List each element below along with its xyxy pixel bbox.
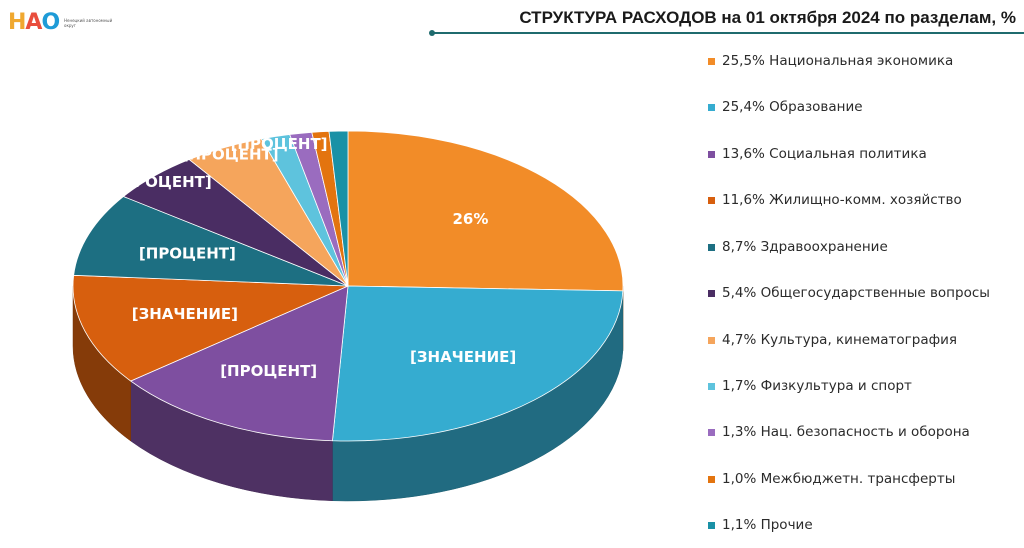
title-underline [432,32,1024,34]
data-label-5: [ПРОЦЕНТ] [139,245,236,263]
pie-chart: 26% [ЗНАЧЕНИЕ] [ПРОЦЕНТ] [ЗНАЧЕНИЕ] [ПРОЦЕНТ… [72,130,624,502]
pie-slice-3 [129,285,349,442]
data-label-3: [ПРОЦЕНТ] [220,362,317,380]
legend-label: 25,5% Национальная экономика [722,53,954,69]
logo-subtitle: Ненецкий автономный округ [64,18,113,28]
legend-swatch [708,522,715,529]
legend-label: 13,6% Социальная политика [722,146,927,162]
data-label-2: [ЗНАЧЕНИЕ] [410,348,516,366]
pie-data-labels: 26% [ЗНАЧЕНИЕ] [ПРОЦЕНТ] [ЗНАЧЕНИЕ] [ПРОЦЕНТ… [115,135,516,380]
legend-label: 25,4% Образование [722,99,863,115]
data-label-6: [ПРОЦЕНТ] [115,173,212,191]
data-label-4: [ЗНАЧЕНИЕ] [132,305,238,323]
pie-slice-2 [332,285,624,442]
chart-title: СТРУКТУРА РАСХОДОВ на 01 октября 2024 по… [519,8,1016,27]
legend-swatch [708,58,715,65]
legend-swatch [708,104,715,111]
legend-swatch [708,429,715,436]
legend-label: 1,1% Прочие [722,517,813,533]
legend-swatch [708,244,715,251]
legend-label: 11,6% Жилищно-комм. хозяйство [722,192,962,208]
legend-swatch [708,197,715,204]
pie-slice-1 [347,130,624,292]
legend-label: 1,7% Физкультура и спорт [722,378,912,394]
legend-swatch [708,151,715,158]
legend-label: 1,3% Нац. безопасность и оборона [722,424,970,440]
legend-label: 8,7% Здравоохранение [722,239,888,255]
pie-slice-11 [328,130,349,287]
legend-swatch [708,290,715,297]
data-label-7: [ПРОЦЕНТ] [182,146,279,164]
pie-slice-5 [73,196,349,287]
data-label-1: 26% [452,210,488,228]
logo: НАО Ненецкий автономный округ [8,8,118,38]
legend-label: 1,0% Межбюджетн. трансферты [722,471,956,487]
pie-slice-4 [72,274,349,382]
legend-swatch [708,337,715,344]
legend-swatch [708,383,715,390]
title-underline-dot [429,30,435,36]
legend-label: 5,4% Общегосударственные вопросы [722,285,990,301]
data-label-8: [ПРОЦЕНТ] [231,135,328,153]
legend-swatch [708,476,715,483]
pie-top [72,130,624,442]
logo-wordmark: НАО [8,10,60,35]
legend-label: 4,7% Культура, кинематография [722,332,958,348]
